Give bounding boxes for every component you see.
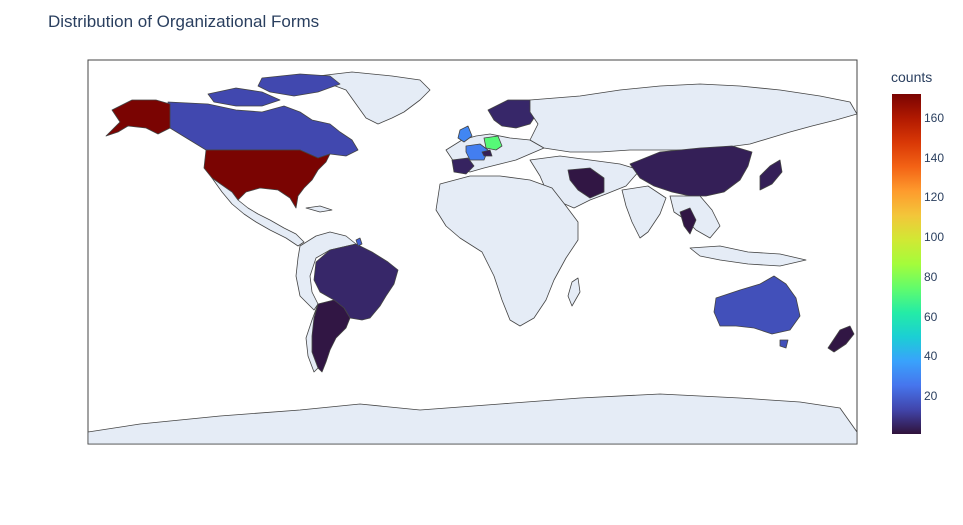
region-germany[interactable] — [483, 135, 503, 151]
region-japan[interactable] — [759, 159, 783, 191]
chart-title: Distribution of Organizational Forms — [48, 12, 320, 31]
region-se-asia[interactable] — [669, 195, 721, 239]
region-indonesia[interactable] — [689, 245, 807, 267]
region-new-zealand[interactable] — [827, 325, 855, 353]
region-tasmania[interactable] — [779, 339, 789, 349]
region-brazil[interactable] — [313, 243, 399, 321]
region-scandinavia[interactable] — [487, 99, 539, 129]
colorbar — [892, 94, 921, 434]
region-uk[interactable] — [457, 125, 473, 143]
region-mexico[interactable] — [211, 177, 305, 247]
region-france[interactable] — [465, 143, 489, 161]
colorbar-tick-label: 160 — [924, 110, 945, 125]
region-madagascar[interactable] — [567, 277, 581, 307]
region-russia[interactable] — [529, 83, 857, 153]
colorbar-tick-label: 60 — [924, 309, 938, 324]
colorbar-tick-label: 100 — [924, 230, 945, 245]
region-chile[interactable] — [305, 303, 319, 373]
region-spain[interactable] — [451, 157, 475, 175]
colorbar-tick-label: 20 — [924, 389, 938, 404]
region-africa[interactable] — [435, 175, 579, 327]
region-greenland[interactable] — [317, 71, 431, 125]
region-china[interactable] — [629, 145, 753, 197]
region-antarctica[interactable] — [88, 393, 857, 444]
colorbar-title: counts — [891, 69, 933, 85]
region-india[interactable] — [621, 185, 667, 239]
region-australia[interactable] — [713, 275, 801, 335]
region-alaska[interactable] — [105, 99, 171, 137]
region-canada-islands-2[interactable] — [207, 87, 281, 107]
region-iran[interactable] — [567, 167, 605, 199]
colorbar-tick-label: 140 — [924, 150, 945, 165]
region-switzerland[interactable] — [481, 149, 493, 157]
region-south-america-north[interactable] — [295, 231, 357, 311]
region-canada-islands[interactable] — [257, 73, 341, 97]
colorbar-tick-label: 120 — [924, 190, 945, 205]
region-french-guiana[interactable] — [355, 237, 363, 247]
colorbar-tick-label: 40 — [924, 349, 938, 364]
region-thailand[interactable] — [679, 207, 697, 235]
colorbar-tick-label: 80 — [924, 269, 938, 284]
region-caribbean[interactable] — [305, 205, 333, 213]
